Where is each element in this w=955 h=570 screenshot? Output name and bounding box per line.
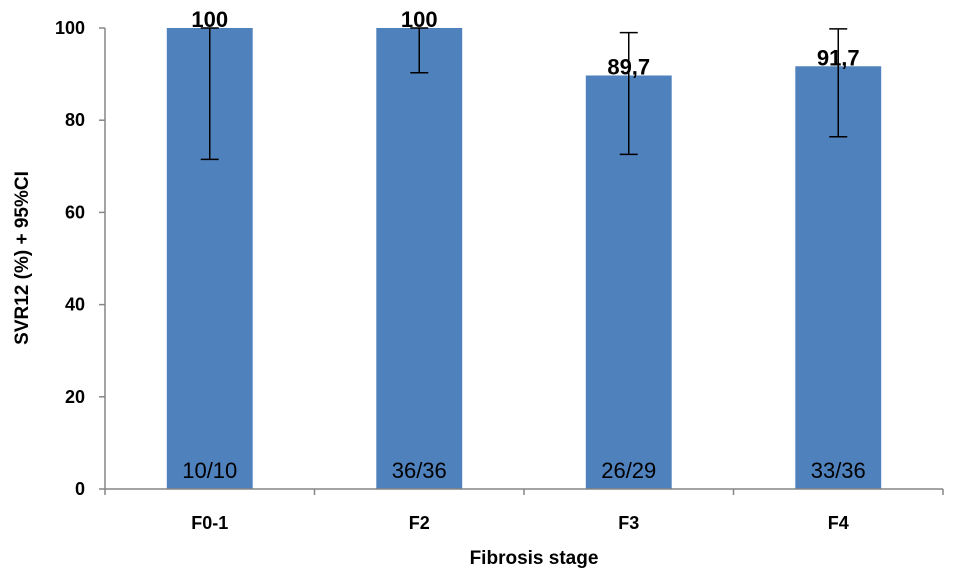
y-tick-label: 20 bbox=[65, 387, 85, 407]
value-label: 91,7 bbox=[817, 45, 860, 70]
y-tick-label: 80 bbox=[65, 110, 85, 130]
value-label: 89,7 bbox=[607, 54, 650, 79]
count-label: 26/29 bbox=[601, 458, 656, 483]
y-axis-title: SVR12 (%) + 95%CI bbox=[12, 171, 33, 345]
y-axis-ticks: 0 20 40 60 80 100 bbox=[55, 18, 105, 499]
x-axis-ticks: F0-1 F2 F3 F4 bbox=[104, 489, 944, 533]
count-label: 33/36 bbox=[811, 458, 866, 483]
x-tick-label: F0-1 bbox=[191, 513, 228, 533]
x-tick-label: F3 bbox=[618, 513, 639, 533]
y-tick-label: 60 bbox=[65, 202, 85, 222]
x-tick-label: F4 bbox=[828, 513, 849, 533]
y-tick-label: 100 bbox=[55, 18, 85, 38]
bar bbox=[376, 28, 463, 489]
y-tick-label: 0 bbox=[75, 479, 85, 499]
data-labels: 100 10/10 100 36/36 89,7 26/29 91,7 33/36 bbox=[182, 7, 866, 483]
count-label: 36/36 bbox=[392, 458, 447, 483]
value-label: 100 bbox=[401, 7, 438, 32]
x-tick-label: F2 bbox=[409, 513, 430, 533]
error-bars bbox=[200, 27, 848, 161]
bars bbox=[166, 28, 882, 489]
value-label: 100 bbox=[191, 7, 228, 32]
y-tick-label: 40 bbox=[65, 295, 85, 315]
count-label: 10/10 bbox=[182, 458, 237, 483]
x-axis-title: Fibrosis stage bbox=[470, 548, 599, 569]
